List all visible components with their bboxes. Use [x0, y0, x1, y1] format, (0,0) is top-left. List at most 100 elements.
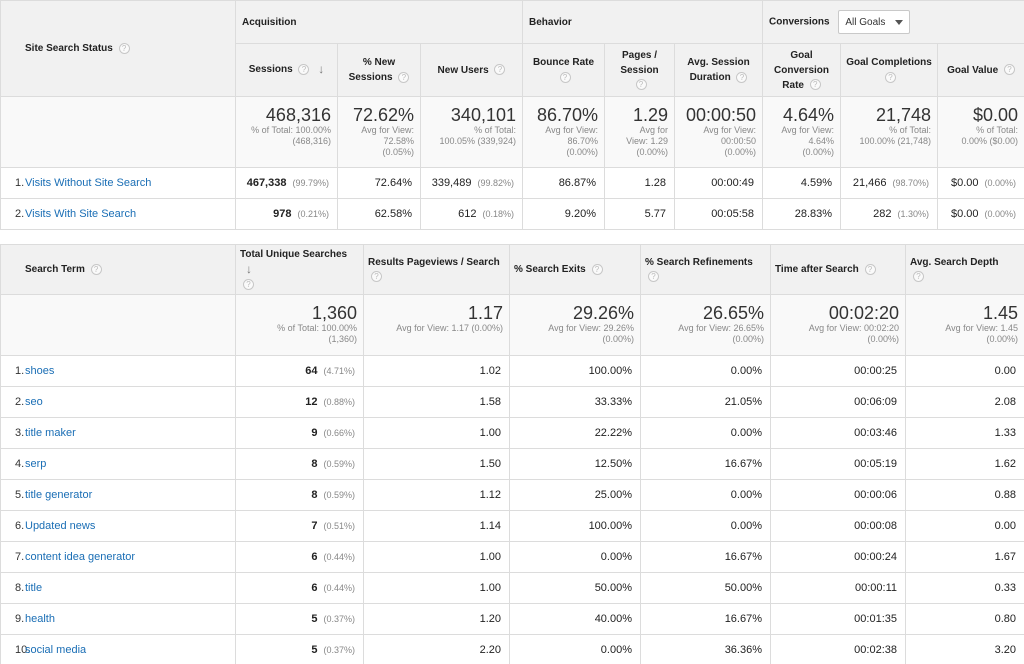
help-icon[interactable]: ? — [398, 71, 410, 83]
cell-new-sessions: 62.58% — [337, 198, 421, 230]
table-row[interactable]: 9.health 5 (0.37%) 1.20 40.00% 16.67% 00:01:35… — [0, 603, 1024, 636]
row-rank: 4. — [15, 458, 25, 471]
table-row[interactable]: 2.Visits With Site Search 978 (0.21%) 62.58… — [0, 198, 1024, 230]
cell-search-refinements: 36.36% — [640, 634, 771, 664]
cell-new-sessions: 72.64% — [337, 167, 421, 199]
row-rank: 10. — [15, 644, 31, 657]
dimension-header-search-term[interactable]: Search Term ? — [0, 243, 236, 296]
search-term-link[interactable]: Updated news — [25, 520, 96, 533]
table-row[interactable]: 6.Updated news 7 (0.51%) 1.14 100.00% 0.00% 00… — [0, 510, 1024, 543]
search-term-link[interactable]: social media — [25, 644, 87, 657]
total-unique-searches: 1,360 % of Total: 100.00% (1,360) — [235, 294, 364, 357]
row-rank: 2. — [15, 208, 25, 220]
search-term-link[interactable]: title generator — [25, 489, 93, 502]
col-new-sessions[interactable]: % New Sessions ? — [337, 43, 421, 97]
cell-search-refinements: 0.00% — [640, 510, 771, 543]
totals-row: 468,316 % of Total: 100.00% (468,316) 72… — [0, 96, 1024, 168]
goals-dropdown[interactable]: All Goals — [838, 10, 911, 34]
col-avg-session-duration[interactable]: Avg. Session Duration ? — [673, 43, 764, 97]
search-term-link[interactable]: serp — [25, 458, 47, 471]
cell-search-exits: 100.00% — [509, 355, 641, 388]
col-goal-value[interactable]: Goal Value ? — [937, 43, 1024, 97]
help-icon[interactable]: ? — [736, 71, 748, 83]
cell-goal-conversion-rate: 4.59% — [762, 167, 842, 199]
cell-pages-session: 1.28 — [604, 167, 675, 199]
row-dimension: 1.Visits Without Site Search — [0, 167, 236, 199]
col-results-pageviews-search[interactable]: Results Pageviews / Search ? — [363, 243, 510, 296]
col-bounce-rate[interactable]: Bounce Rate ? — [522, 43, 605, 97]
search-term-link[interactable]: shoes — [25, 365, 55, 378]
cell-avg-search-depth: 0.88 — [905, 479, 1024, 512]
totals-row: 1,360 % of Total: 100.00% (1,360) 1.17 A… — [0, 294, 1024, 357]
group-conversions: Conversions All Goals — [762, 0, 1024, 44]
row-link[interactable]: Visits With Site Search — [25, 208, 137, 220]
row-link[interactable]: Visits Without Site Search — [25, 177, 152, 189]
help-icon[interactable]: ? — [494, 64, 506, 76]
table-row[interactable]: 1.shoes 64 (4.71%) 1.02 100.00% 0.00% 00:00:25… — [0, 355, 1024, 388]
search-term-link[interactable]: seo — [25, 396, 43, 409]
table-row[interactable]: 2.seo 12 (0.88%) 1.58 33.33% 21.05% 00:06:09 2.… — [0, 386, 1024, 419]
help-icon[interactable]: ? — [864, 263, 876, 275]
cell-unique-searches: 5 (0.37%) — [235, 634, 364, 664]
row-dimension: 6.Updated news — [0, 510, 236, 543]
help-icon[interactable]: ? — [243, 279, 254, 290]
col-new-users[interactable]: New Users ? — [420, 43, 523, 97]
cell-time-after-search: 00:03:46 — [770, 417, 906, 450]
col-goal-conversion-rate[interactable]: Goal Conversion Rate ? — [762, 43, 842, 97]
cell-goal-completions: 21,466 (98.70%) — [840, 167, 939, 199]
col-avg-search-depth[interactable]: Avg. Search Depth ? — [905, 243, 1024, 296]
table-row[interactable]: 8.title 6 (0.44%) 1.00 50.00% 50.00% 00:00:11 0… — [0, 572, 1024, 605]
cell-avg-search-depth: 1.33 — [905, 417, 1024, 450]
col-time-after-search[interactable]: Time after Search ? — [770, 243, 906, 296]
help-icon[interactable]: ? — [809, 79, 821, 91]
help-icon[interactable]: ? — [648, 271, 659, 283]
help-icon[interactable]: ? — [298, 64, 310, 76]
col-search-refinements[interactable]: % Search Refinements ? — [640, 243, 771, 296]
table-row[interactable]: 10.social media 5 (0.37%) 2.20 0.00% 36.36% 00… — [0, 634, 1024, 664]
help-icon[interactable]: ? — [913, 271, 924, 283]
cell-time-after-search: 00:00:11 — [770, 572, 906, 605]
cell-avg-search-depth: 1.67 — [905, 541, 1024, 574]
site-search-status-table: Site Search Status ? Acquisition Behavio… — [0, 0, 1024, 230]
help-icon[interactable]: ? — [885, 71, 897, 83]
col-pages-session[interactable]: Pages / Session ? — [604, 43, 675, 97]
cell-time-after-search: 00:01:35 — [770, 603, 906, 636]
cell-search-refinements: 16.67% — [640, 603, 771, 636]
table-row[interactable]: 1.Visits Without Site Search 467,338 (99.7… — [0, 167, 1024, 199]
help-icon[interactable]: ? — [1003, 64, 1015, 76]
dimension-header-site-search-status[interactable]: Site Search Status ? — [0, 0, 236, 97]
sort-down-icon[interactable]: ↓ — [246, 262, 252, 276]
col-search-exits[interactable]: % Search Exits ? — [509, 243, 641, 296]
help-icon[interactable]: ? — [635, 79, 647, 91]
row-rank: 9. — [15, 613, 25, 626]
col-sessions[interactable]: Sessions ? ↓ — [235, 43, 338, 97]
help-icon[interactable]: ? — [559, 71, 571, 83]
total-pages-session: 1.29 Avg for View: 1.29 (0.00%) — [604, 96, 675, 168]
total-bounce-rate: 86.70% Avg for View: 86.70% (0.00%) — [522, 96, 605, 168]
search-term-link[interactable]: title — [25, 582, 43, 595]
col-goal-completions[interactable]: Goal Completions ? — [840, 43, 939, 97]
search-term-link[interactable]: content idea generator — [25, 551, 136, 564]
table-row[interactable]: 5.title generator 8 (0.59%) 1.12 25.00% 0.00%… — [0, 479, 1024, 512]
cell-results-pageviews: 1.00 — [363, 417, 510, 450]
help-icon[interactable]: ? — [118, 42, 130, 54]
help-icon[interactable]: ? — [371, 271, 382, 283]
sort-down-icon[interactable]: ↓ — [318, 62, 325, 77]
table-row[interactable]: 4.serp 8 (0.59%) 1.50 12.50% 16.67% 00:05:19 1.… — [0, 448, 1024, 481]
table-row[interactable]: 3.title maker 9 (0.66%) 1.00 22.22% 0.00% 00:0… — [0, 417, 1024, 450]
cell-avg-duration: 00:05:58 — [673, 198, 764, 230]
cell-unique-searches: 64 (4.71%) — [235, 355, 364, 388]
cell-results-pageviews: 1.02 — [363, 355, 510, 388]
search-term-link[interactable]: title maker — [25, 427, 76, 440]
col-total-unique-searches[interactable]: Total Unique Searches ↓ ? — [235, 243, 364, 296]
search-term-link[interactable]: health — [25, 613, 55, 626]
total-results-pageviews: 1.17 Avg for View: 1.17 (0.00%) — [363, 294, 510, 357]
row-dimension: 10.social media — [0, 634, 236, 664]
cell-time-after-search: 00:06:09 — [770, 386, 906, 419]
total-new-users: 340,101 % of Total: 100.05% (339,924) — [420, 96, 523, 168]
table-row[interactable]: 7.content idea generator 6 (0.44%) 1.00 0.00… — [0, 541, 1024, 574]
help-icon[interactable]: ? — [90, 264, 102, 275]
cell-avg-search-depth: 0.00 — [905, 355, 1024, 388]
cell-search-refinements: 50.00% — [640, 572, 771, 605]
help-icon[interactable]: ? — [591, 263, 603, 275]
